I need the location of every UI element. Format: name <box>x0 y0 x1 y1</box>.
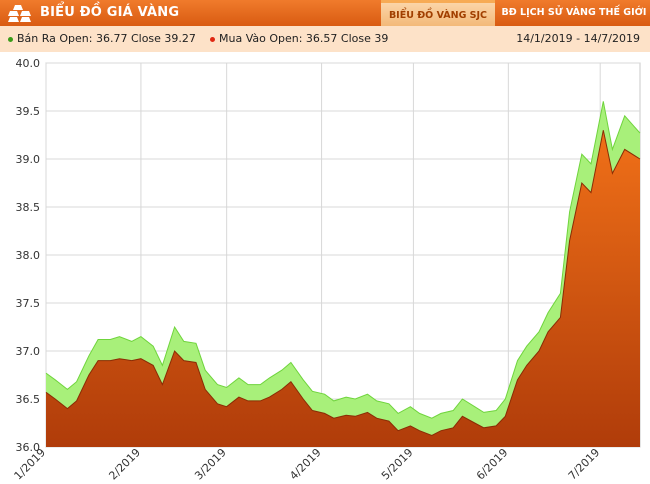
series-layer <box>45 101 641 448</box>
sell-series-area <box>46 101 640 448</box>
y-tick-label: 38.0 <box>16 249 41 262</box>
date-range: 14/1/2019 - 14/7/2019 <box>516 32 640 45</box>
buy-series-line <box>45 130 641 437</box>
y-tick-label: 39.0 <box>16 153 41 166</box>
buy-legend-marker <box>210 37 215 42</box>
sell-series-line <box>45 101 641 419</box>
sell-legend-marker <box>8 37 13 42</box>
buy-series-area <box>46 130 640 447</box>
y-tick-label: 40.0 <box>16 57 41 70</box>
buy-legend-text: Mua Vào Open: 36.57 Close 39 <box>219 32 389 45</box>
x-axis: 1/2019 2/2019 3/2019 4/2019 5/2019 6/2019 7/20… <box>12 446 603 483</box>
x-tick-label: 6/2019 <box>474 446 511 483</box>
y-tick-label: 37.0 <box>16 345 41 358</box>
y-tick-label: 36.5 <box>16 393 41 406</box>
y-axis: 36.0 36.5 37.0 37.5 38.0 38.5 39.0 39.5 40.0 <box>16 57 41 454</box>
tab-sjc-gold-chart[interactable]: BIỂU ĐỒ VÀNG SJC <box>381 0 495 26</box>
header-bar: BIỂU ĐỒ GIÁ VÀNG BIỂU ĐỒ VÀNG SJC BĐ LỊC… <box>0 0 650 26</box>
legend-bar: Bán Ra Open: 36.77 Close 39.27 Mua Vào O… <box>0 26 650 52</box>
y-tick-label: 38.5 <box>16 201 41 214</box>
gold-price-chart: 36.036.537.037.538.038.539.039.540.0 1/2… <box>12 57 641 483</box>
x-tick-label: 4/2019 <box>287 446 324 483</box>
y-tick-label: 36.0 <box>16 441 41 454</box>
y-tick-label: 39.5 <box>16 105 41 118</box>
x-tick-label: 3/2019 <box>192 446 229 483</box>
gold-bars-icon <box>8 5 31 22</box>
sell-legend-text: Bán Ra Open: 36.77 Close 39.27 <box>17 32 196 45</box>
x-tick-label: 2/2019 <box>106 446 143 483</box>
tab-world-gold-history[interactable]: BĐ LỊCH SỬ VÀNG THẾ GIỚI <box>501 7 647 18</box>
x-tick-label: 7/2019 <box>566 446 603 483</box>
page-title: BIỂU ĐỒ GIÁ VÀNG <box>40 5 180 20</box>
x-tick-label: 5/2019 <box>379 446 416 483</box>
y-tick-label: 37.5 <box>16 297 41 310</box>
